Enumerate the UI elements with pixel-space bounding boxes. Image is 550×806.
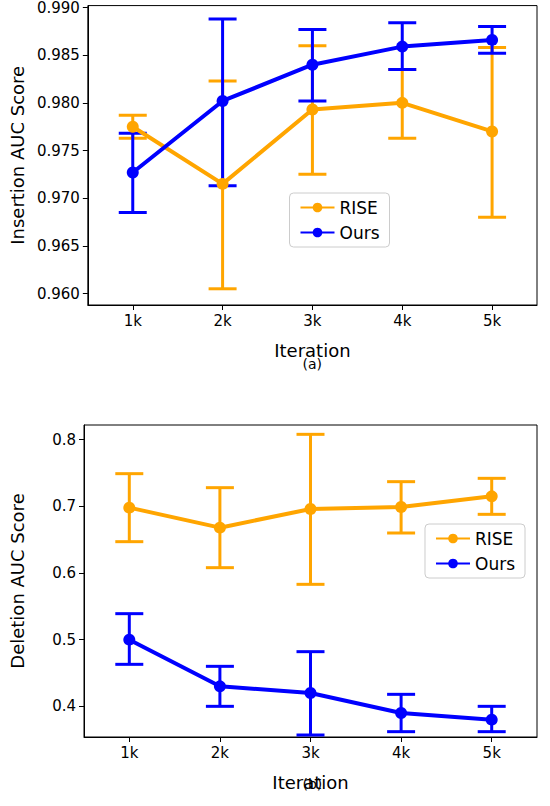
svg-text:Ours: Ours	[340, 223, 380, 243]
svg-text:Ours: Ours	[475, 554, 515, 574]
svg-text:0.990: 0.990	[37, 0, 80, 17]
svg-text:0.4: 0.4	[52, 697, 76, 715]
svg-text:(b): (b)	[303, 776, 323, 792]
svg-text:0.965: 0.965	[37, 237, 80, 255]
svg-text:0.7: 0.7	[52, 497, 76, 515]
svg-text:Deletion AUC Score: Deletion AUC Score	[7, 493, 28, 668]
svg-text:0.970: 0.970	[37, 189, 80, 207]
svg-text:0.8: 0.8	[52, 431, 76, 449]
svg-text:2k: 2k	[213, 312, 232, 330]
svg-text:5k: 5k	[483, 312, 502, 330]
svg-text:RISE: RISE	[340, 198, 378, 218]
svg-text:4k: 4k	[393, 312, 412, 330]
svg-text:4k: 4k	[392, 744, 411, 762]
svg-text:2k: 2k	[211, 744, 230, 762]
svg-text:5k: 5k	[483, 744, 502, 762]
svg-text:3k: 3k	[303, 312, 322, 330]
svg-text:1k: 1k	[124, 312, 143, 330]
svg-text:0.5: 0.5	[52, 631, 76, 649]
svg-text:(a): (a)	[303, 356, 323, 372]
svg-text:Iteration: Iteration	[274, 339, 351, 361]
svg-text:1k: 1k	[120, 744, 139, 762]
svg-text:0.6: 0.6	[52, 564, 76, 582]
svg-text:0.975: 0.975	[37, 142, 80, 160]
svg-text:Iteration: Iteration	[272, 772, 348, 793]
svg-text:Insertion AUC Score: Insertion AUC Score	[7, 66, 28, 245]
svg-text:0.960: 0.960	[37, 285, 80, 303]
svg-text:3k: 3k	[301, 744, 320, 762]
svg-text:RISE: RISE	[475, 529, 513, 549]
svg-text:0.985: 0.985	[37, 46, 80, 64]
svg-text:0.980: 0.980	[37, 94, 80, 112]
